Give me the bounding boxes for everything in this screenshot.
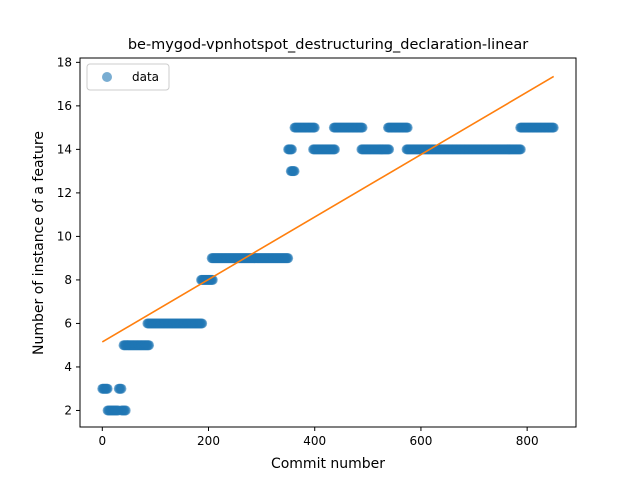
data-point — [357, 122, 368, 133]
x-axis-label: Commit number — [271, 456, 385, 472]
x-tick-label: 600 — [409, 434, 432, 448]
y-tick-label: 10 — [57, 229, 72, 243]
data-point — [144, 340, 155, 351]
y-tick-label: 2 — [64, 403, 72, 417]
data-point — [548, 122, 559, 133]
legend-label-data: data — [132, 70, 159, 84]
y-tick-label: 18 — [57, 55, 72, 69]
data-point — [207, 274, 218, 285]
data-point — [286, 144, 297, 155]
x-tick-label: 0 — [98, 434, 106, 448]
plot-area — [79, 57, 577, 428]
y-tick-label: 4 — [64, 360, 72, 374]
data-point — [515, 144, 526, 155]
y-tick-label: 16 — [57, 99, 72, 113]
data-point — [384, 144, 395, 155]
x-tick-label: 200 — [197, 434, 220, 448]
data-point — [289, 166, 300, 177]
plot-frame — [79, 57, 577, 428]
data-point — [309, 122, 320, 133]
y-axis-label: Number of instance of a feature — [31, 131, 47, 355]
data-point — [102, 383, 113, 394]
data-point — [402, 122, 413, 133]
y-tick-label: 8 — [64, 273, 72, 287]
data-point — [329, 144, 340, 155]
y-tick-label: 6 — [64, 316, 72, 330]
x-tick-label: 400 — [303, 434, 326, 448]
data-point — [116, 383, 127, 394]
data-point — [120, 405, 131, 416]
legend: data — [86, 63, 170, 91]
legend-box — [86, 63, 170, 91]
legend-marker-data — [102, 72, 112, 82]
x-tick-label: 800 — [516, 434, 539, 448]
axis-ticks: 0 200 400 600 800 2 4 6 8 10 12 14 16 18 — [57, 55, 539, 448]
chart-title: be-mygod-vpnhotspot_destructuring_declar… — [128, 37, 528, 53]
y-tick-label: 12 — [57, 186, 72, 200]
y-tick-label: 14 — [57, 142, 72, 156]
data-point — [197, 318, 208, 329]
fit-line — [101, 75, 555, 343]
fit-line-group — [101, 75, 555, 343]
data-point — [283, 253, 294, 264]
data-points — [97, 122, 559, 416]
